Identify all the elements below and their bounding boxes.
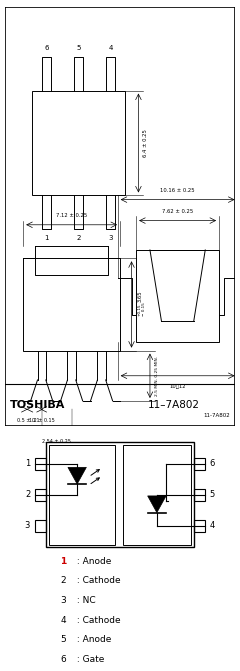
Text: 7.12 ± 0.25: 7.12 ± 0.25 (56, 213, 87, 219)
Text: 6: 6 (44, 45, 48, 51)
Text: : Gate: : Gate (74, 655, 104, 664)
Text: 6.4 ± 0.25: 6.4 ± 0.25 (143, 129, 148, 157)
Text: 5: 5 (76, 45, 81, 51)
Bar (194, 488, 205, 501)
Text: 2: 2 (60, 576, 66, 586)
Text: 2: 2 (76, 236, 81, 242)
Bar (35, 458, 46, 470)
Bar (46, 442, 194, 547)
Text: 2.54 ± 0.25: 2.54 ± 0.25 (42, 439, 71, 444)
Text: 5: 5 (60, 635, 66, 644)
Text: 6: 6 (60, 655, 66, 664)
Text: 7.62 ± 0.25: 7.62 ± 0.25 (162, 209, 193, 214)
Text: : Anode: : Anode (74, 635, 111, 644)
Text: 3: 3 (60, 596, 66, 605)
Text: 3: 3 (108, 236, 113, 242)
Text: 1: 1 (25, 459, 30, 468)
Bar (194, 520, 205, 531)
Text: 0.5 ± 0.1: 0.5 ± 0.1 (17, 417, 39, 423)
Text: 4: 4 (60, 615, 66, 625)
Text: 2.5 MIN. 0.25 MIN.: 2.5 MIN. 0.25 MIN. (155, 356, 159, 396)
Bar (48, 445, 115, 545)
Text: : Cathode: : Cathode (74, 576, 120, 586)
Text: 1: 1 (44, 236, 48, 242)
Text: 3: 3 (25, 521, 30, 530)
Text: : Anode: : Anode (74, 557, 111, 566)
Text: 11-7A802: 11-7A802 (204, 413, 231, 417)
Text: 1.2 ± 0.15: 1.2 ± 0.15 (29, 417, 54, 423)
Polygon shape (148, 496, 166, 513)
Text: 4: 4 (108, 45, 113, 51)
Polygon shape (68, 467, 86, 484)
Bar (32, 91, 125, 195)
Text: 10～12: 10～12 (169, 384, 186, 389)
Text: 10.16 ± 0.25: 10.16 ± 0.25 (160, 189, 195, 193)
Text: 3.65: 3.65 (137, 291, 142, 302)
Text: 6: 6 (210, 459, 215, 468)
Bar (194, 458, 205, 470)
Text: 11–7A802: 11–7A802 (148, 400, 200, 410)
Bar (123, 445, 191, 545)
Text: : NC: : NC (74, 596, 96, 605)
Text: 2: 2 (25, 491, 30, 499)
Text: 1: 1 (60, 557, 66, 566)
Text: TOSHIBA: TOSHIBA (9, 400, 65, 410)
Text: +0.15
− 0.15: +0.15 − 0.15 (137, 302, 146, 315)
Bar (136, 250, 219, 342)
Bar (35, 520, 46, 531)
Text: 4: 4 (210, 521, 215, 530)
Text: 5: 5 (210, 491, 215, 499)
Bar (35, 488, 46, 501)
Text: : Cathode: : Cathode (74, 615, 120, 625)
Bar (23, 258, 120, 350)
